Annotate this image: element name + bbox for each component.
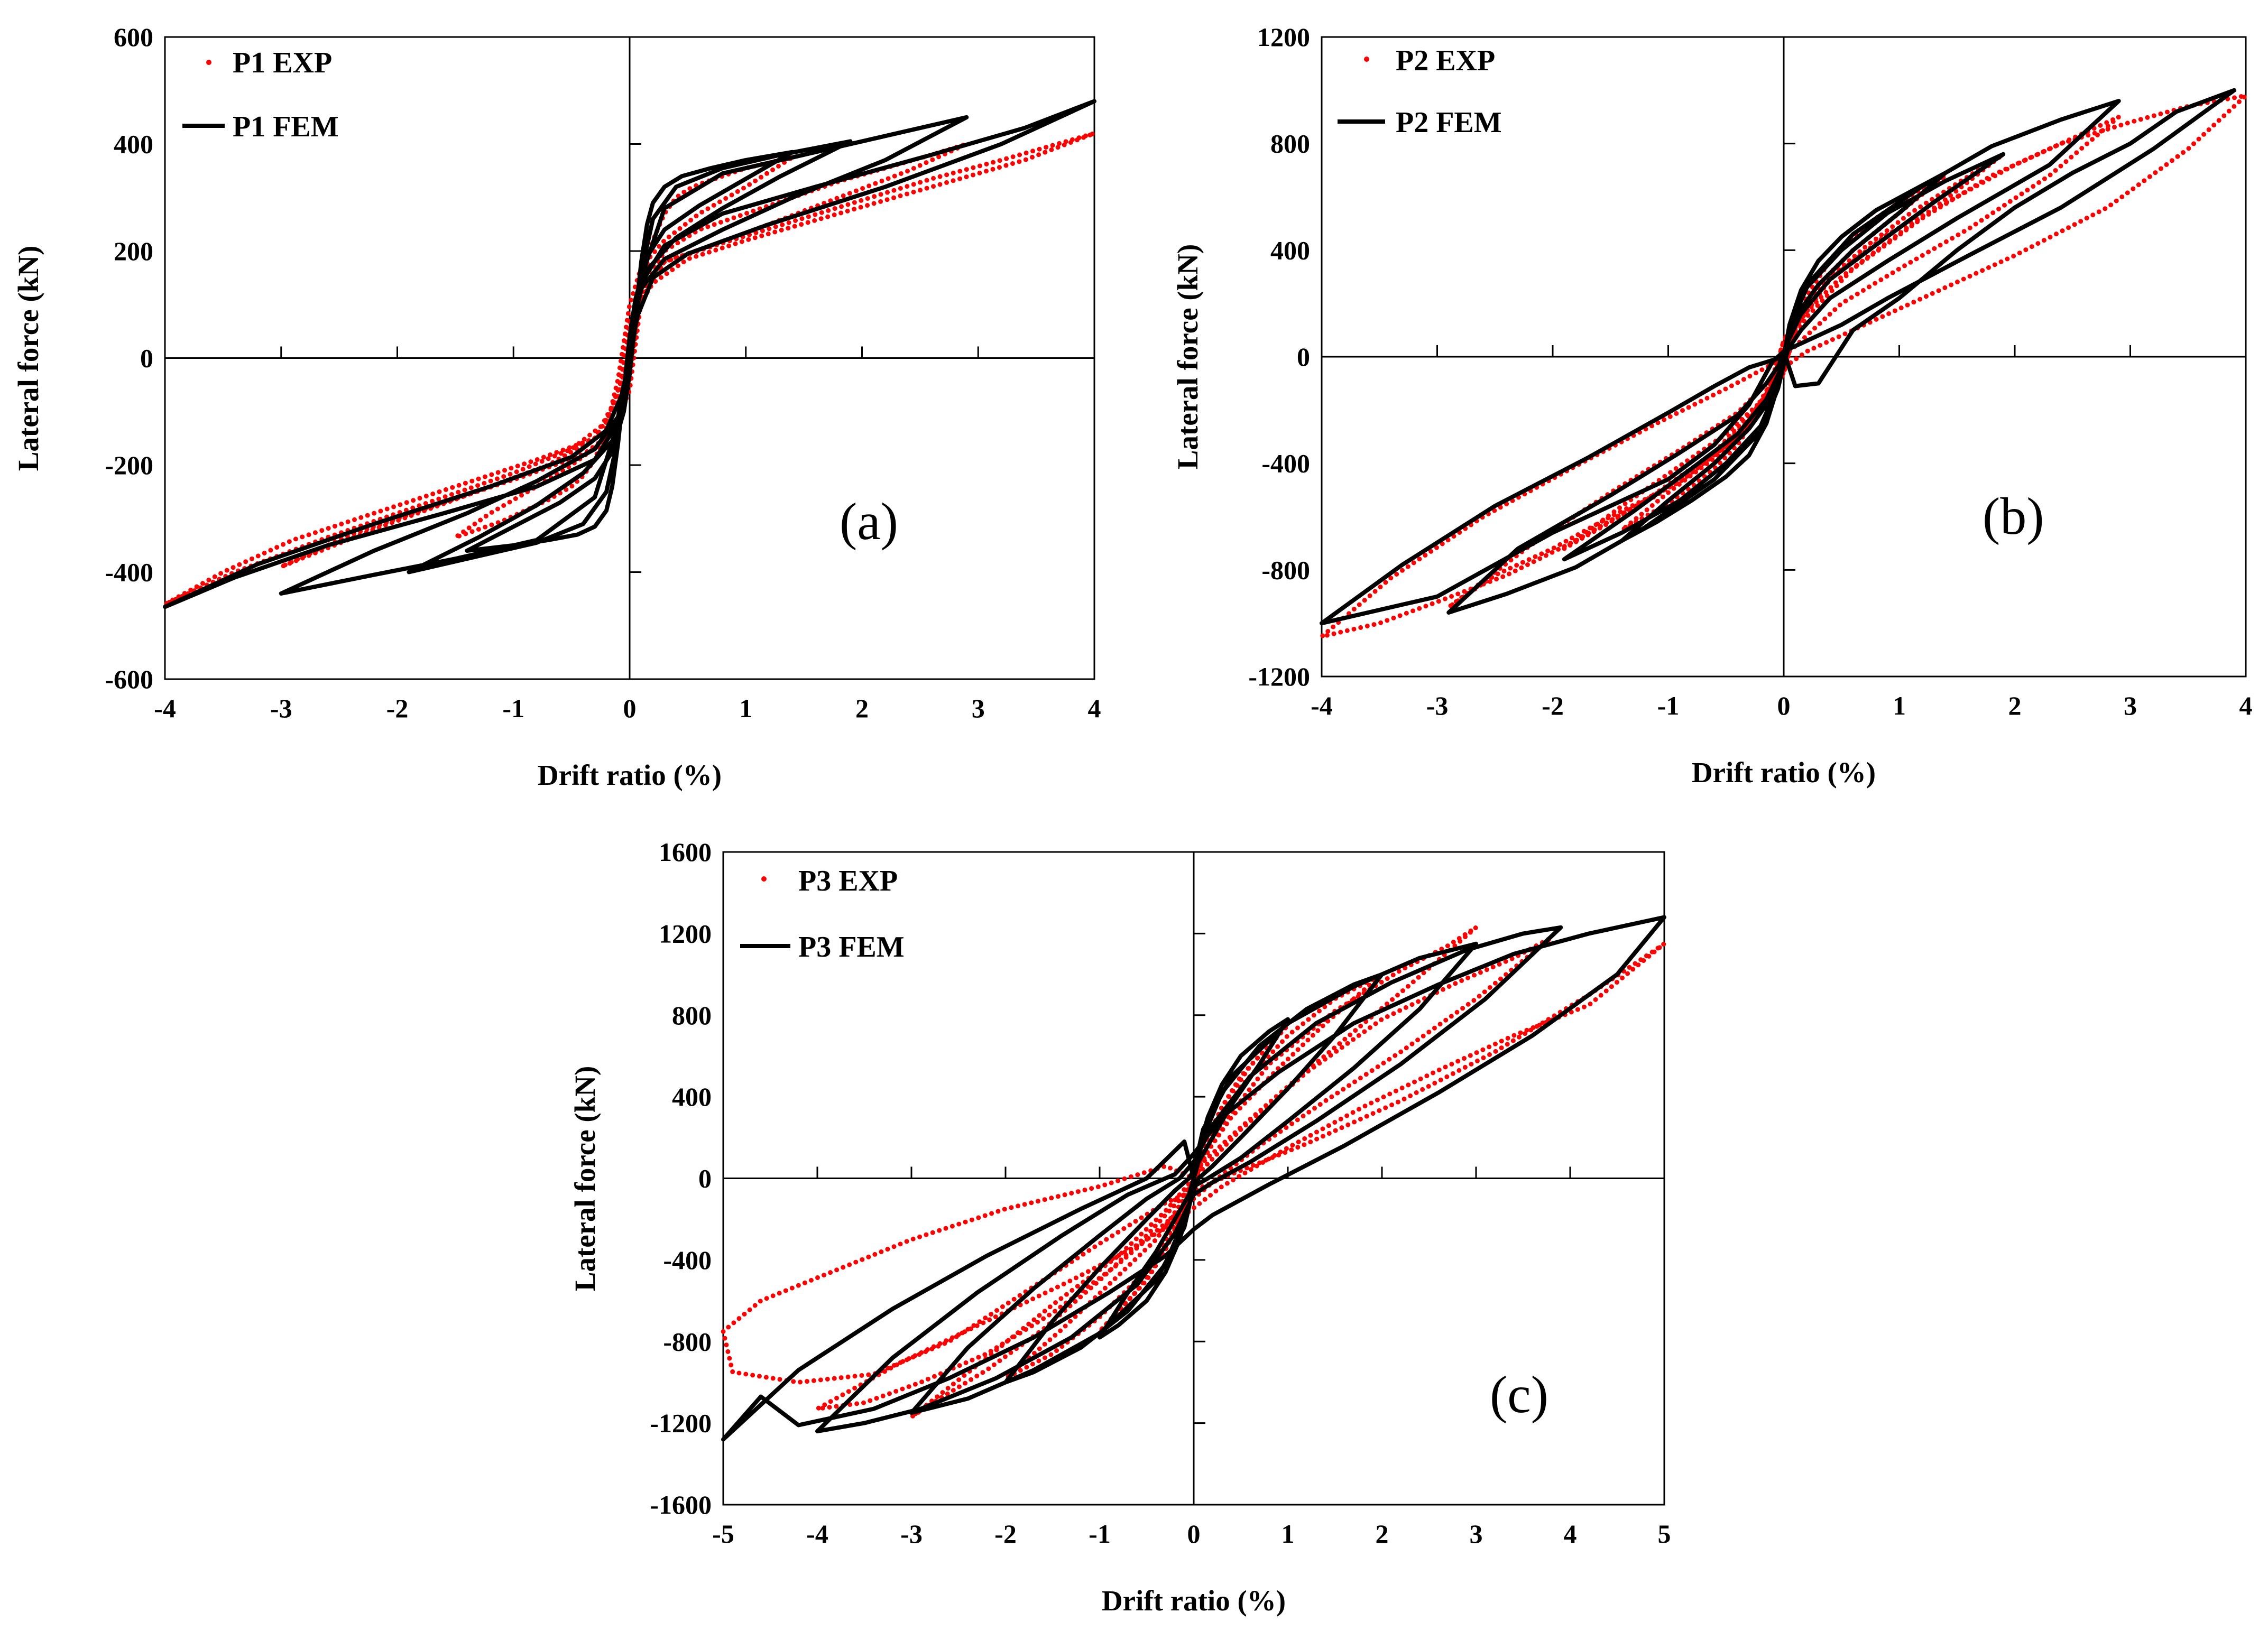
y-tick-label: 800 [672, 1000, 712, 1030]
series-group [162, 99, 1097, 609]
x-tick-label: 4 [1564, 1519, 1577, 1549]
y-tick-label: 600 [114, 22, 153, 52]
x-axis-label: Drift ratio (%) [1102, 1584, 1286, 1617]
chart-panel-c: -1600 -1200 -800 -400 0 400 800 1200 1600 -5 -4 -3… [569, 837, 1671, 1617]
legend: P2 EXP P2 FEM [1338, 44, 1502, 139]
x-tick-label: 0 [623, 693, 637, 723]
y-tick-label: 1600 [659, 837, 712, 867]
y-tick-label: 1200 [1257, 22, 1310, 52]
x-tick-label: -3 [270, 693, 292, 723]
y-tick-label: 800 [1270, 129, 1310, 159]
y-tick-label: -1200 [1248, 662, 1310, 691]
legend-exp-label: P1 EXP [233, 47, 332, 79]
x-tick-label: 5 [1658, 1519, 1671, 1549]
y-tick-label: 200 [114, 236, 153, 266]
y-tick-label: -400 [105, 558, 153, 587]
y-tick-label: -800 [1261, 555, 1310, 585]
legend-fem-label: P3 FEM [798, 931, 905, 963]
y-tick-label: 0 [698, 1164, 712, 1193]
series-group [1319, 88, 2248, 639]
x-tick-label: -2 [1542, 691, 1564, 720]
legend-exp-label: P2 EXP [1396, 44, 1495, 77]
x-tick-label: -2 [994, 1519, 1017, 1549]
legend-exp-swatch [1364, 57, 1369, 62]
x-tick-label: 3 [1470, 1519, 1483, 1549]
x-tick-label: -1 [1657, 691, 1680, 720]
x-tick-label: -1 [1089, 1519, 1111, 1549]
x-axis-label: Drift ratio (%) [1692, 756, 1876, 789]
x-tick-label: 0 [1187, 1519, 1201, 1549]
x-tick-label: -5 [712, 1519, 734, 1549]
y-axis-label: Lateral force (kN) [1172, 244, 1204, 470]
y-axis-label: Lateral force (kN) [12, 246, 44, 471]
x-tick-label: 3 [2124, 691, 2137, 720]
chart-panel-b: -1200 -800 -400 0 400 800 1200 -4 -3 -2 -1 0 1 2 3 4 P… [1172, 22, 2253, 789]
series-group [721, 915, 1667, 1442]
x-tick-label: 0 [1777, 691, 1791, 720]
y-tick-label: 1200 [659, 919, 712, 948]
panel-label: (c) [1490, 1365, 1548, 1424]
y-tick-label: -200 [105, 450, 153, 480]
legend: P1 EXP P1 FEM [182, 47, 339, 143]
legend-fem-label: P2 FEM [1396, 106, 1502, 139]
x-tick-label: 2 [2008, 691, 2022, 720]
legend-exp-label: P3 EXP [798, 865, 898, 897]
y-tick-label: -600 [105, 664, 153, 694]
y-tick-label: -1600 [650, 1490, 712, 1519]
x-tick-label: -4 [1311, 691, 1333, 720]
x-tick-label: 1 [1281, 1519, 1295, 1549]
x-tick-labels: -4 -3 -2 -1 0 1 2 3 4 [154, 693, 1101, 723]
x-tick-label: -3 [1426, 691, 1449, 720]
legend: P3 EXP P3 FEM [740, 865, 905, 963]
legend-exp-swatch [761, 876, 767, 882]
chart-panel-a: -600 -400 -200 0 200 400 600 -4 -3 -2 -1 0 1 2 3 4 P1 … [12, 22, 1101, 791]
series-fem-line [1320, 88, 2237, 626]
panel-label: (b) [1983, 487, 2044, 545]
x-tick-label: 4 [2239, 691, 2253, 720]
x-tick-label: 2 [855, 693, 869, 723]
y-tick-label: -1200 [650, 1408, 712, 1438]
y-tick-labels: -1200 -800 -400 0 400 800 1200 [1248, 22, 1310, 691]
series-exp-line [1319, 93, 2248, 639]
x-tick-label: 2 [1376, 1519, 1389, 1549]
legend-fem-label: P1 FEM [233, 110, 339, 143]
y-tick-label: 0 [1297, 342, 1310, 372]
y-tick-labels: -600 -400 -200 0 200 400 600 [105, 22, 153, 694]
y-tick-label: 400 [672, 1082, 712, 1111]
y-tick-label: -400 [1261, 449, 1310, 478]
legend-exp-swatch [206, 60, 211, 65]
y-tick-labels: -1600 -1200 -800 -400 0 400 800 1200 1600 [650, 837, 712, 1519]
x-tick-label: -1 [502, 693, 524, 723]
panel-label: (a) [840, 492, 898, 551]
x-tick-label: -4 [806, 1519, 828, 1549]
x-tick-label: -2 [386, 693, 409, 723]
y-axis-label: Lateral force (kN) [569, 1066, 601, 1292]
x-tick-label: 1 [739, 693, 752, 723]
series-fem-line [163, 99, 1096, 609]
x-tick-labels: -4 -3 -2 -1 0 1 2 3 4 [1311, 691, 2252, 720]
x-tick-label: 1 [1893, 691, 1906, 720]
x-tick-label: 3 [972, 693, 985, 723]
x-tick-labels: -5 -4 -3 -2 -1 0 1 2 3 4 5 [712, 1519, 1671, 1549]
y-tick-label: 0 [140, 344, 153, 373]
y-tick-label: 400 [114, 129, 153, 159]
y-tick-label: -800 [663, 1327, 712, 1356]
x-tick-label: -3 [900, 1519, 923, 1549]
y-tick-label: 400 [1270, 235, 1310, 265]
x-tick-label: 4 [1088, 693, 1101, 723]
series-fem-line [721, 915, 1666, 1442]
x-tick-label: -4 [154, 693, 176, 723]
x-axis-label: Drift ratio (%) [538, 759, 722, 791]
y-tick-label: -400 [663, 1245, 712, 1275]
